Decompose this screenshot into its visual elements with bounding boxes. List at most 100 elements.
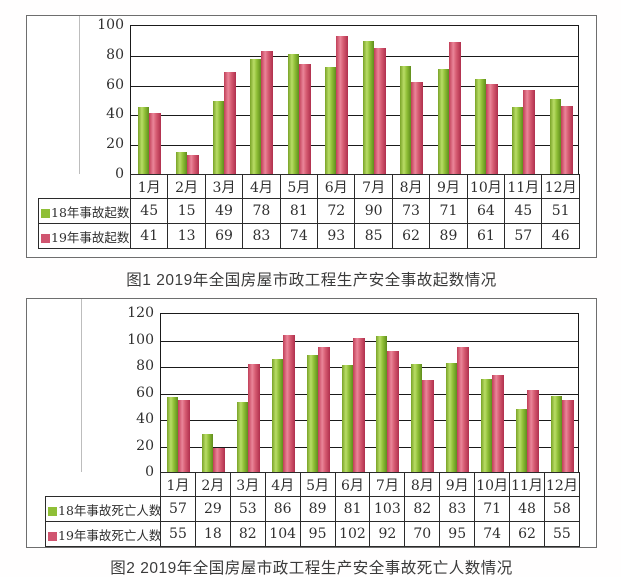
month-header-cell: 10月 [466,174,506,199]
bar-2019 [336,36,349,174]
month-header-cell: 3月 [204,174,244,199]
accident-count-figure: 0 20 40 60 80 100 1月 2月 3月 4月 5月 6月 7月 8月 9月 10月 11月 12月 1… [26,15,597,289]
month-header-cell: 6月 [334,472,371,497]
value-cell: 81 [279,198,319,224]
accident-count-chart: 0 20 40 60 80 100 1月 2月 3月 4月 5月 6月 7月 8月 9月 10月 11月 12月 1… [26,15,597,258]
value-cell: 104 [264,521,301,547]
bar-2018 [213,101,225,174]
month-bar-group [430,26,467,174]
bar-2019 [261,51,274,174]
value-cell: 62 [391,223,431,249]
month-header-cell: 4月 [264,472,301,497]
month-header-cell: 11月 [504,174,543,199]
value-cell: 92 [369,521,406,547]
data-table: 1月 2月 3月 4月 5月 6月 7月 8月 9月 10月 11月 12月 18年事故死亡人数 57 29… [45,472,580,547]
month-bar-group [161,314,196,472]
bar-2018 [551,395,563,472]
table-corner-cell [46,473,161,497]
value-cell: 55 [543,521,580,547]
bar-2019 [352,337,365,472]
series-row: 18年事故死亡人数 57 29 53 86 89 81 103 82 83 71 48 58 [45,496,580,522]
series-name-label: 18年事故起数 [51,204,130,220]
legend-swatch [48,506,57,516]
month-header-cell: 5月 [279,174,319,199]
month-header-cell: 12月 [543,472,580,497]
value-cell: 102 [334,521,371,547]
bar-2018 [250,58,262,174]
month-header-row: 1月 2月 3月 4月 5月 6月 7月 8月 9月 10月 11月 12月 [46,472,580,497]
bar-2018 [516,408,528,472]
month-header-cell: 9月 [429,174,468,199]
value-cell: 13 [167,223,206,249]
gridline [131,55,578,57]
bar-2018 [175,151,187,174]
month-bar-group [371,314,406,472]
value-cell: 49 [204,198,244,224]
month-bar-group [440,314,475,472]
value-cell: 18 [194,521,231,547]
death-toll-figure: 0 20 40 60 80 100 120 1月 2月 3月 4月 5月 6月 7月 8月 9月 10月 11月 1… [26,298,597,577]
value-cell: 61 [466,223,506,249]
bar-2019 [485,83,498,174]
bar-2018 [341,365,353,472]
month-bar-group [318,26,355,174]
bar-2019 [448,42,461,174]
value-cell: 95 [299,521,336,547]
value-cell: 78 [242,198,281,224]
value-cell: 51 [541,198,580,224]
month-header-cell: 4月 [242,174,281,199]
bar-2019 [247,364,260,472]
bar-2018 [474,79,486,174]
bar-2019 [560,105,573,174]
series-row: 19年事故死亡人数 55 18 82 104 95 102 92 70 95 74 62 55 [45,521,580,547]
value-cell: 81 [334,496,371,522]
figure2-caption: 图2 2019年全国房屋市政工程生产安全事故死亡人数情况 [110,560,513,577]
value-cell: 85 [354,223,393,249]
y-axis-tick-label: 40 [106,106,124,123]
value-cell: 82 [404,496,441,522]
month-header-cell: 2月 [194,472,231,497]
series-row: 18年事故起数 45 15 49 78 81 72 90 73 71 64 45 51 [38,198,580,224]
month-bar-group [510,314,545,472]
value-cell: 82 [229,521,266,547]
series-name-label: 18年事故死亡人数 [58,502,161,518]
month-header-cell: 3月 [229,472,266,497]
month-bar-group [393,26,430,174]
bar-2018 [271,358,283,472]
value-cell: 57 [160,496,196,522]
bar-2019 [149,113,162,174]
bar-2019 [212,448,225,472]
month-bar-group [543,26,580,174]
legend-swatch [48,531,57,541]
value-cell: 83 [439,496,476,522]
bar-2019 [457,346,470,472]
value-cell: 58 [543,496,580,522]
bar-2018 [236,402,248,472]
month-header-cell: 11月 [509,472,545,497]
month-bar-group [131,26,168,174]
bar-2019 [523,89,536,174]
bar-2019 [317,346,330,472]
value-cell: 62 [509,521,545,547]
month-header-cell: 8月 [391,174,431,199]
bar-2018 [400,65,412,174]
month-bar-group [336,314,371,472]
value-cell: 71 [429,198,468,224]
bar-2018 [446,362,458,472]
bar-2019 [186,154,199,174]
y-axis-tick-label: 0 [115,166,124,182]
legend-swatch [41,208,50,218]
y-axis-tick-label: 60 [106,76,124,93]
value-cell: 86 [264,496,301,522]
value-cell: 83 [242,223,281,249]
y-axis-tick-label: 80 [136,358,154,374]
table-corner-cell [39,175,131,199]
bar-2019 [298,64,311,174]
month-bar-group [301,314,336,472]
y-axis-tick-label: 60 [136,384,154,401]
month-header-row: 1月 2月 3月 4月 5月 6月 7月 8月 9月 10月 11月 12月 [39,174,580,199]
gridline [161,340,578,342]
month-bar-group [475,314,510,472]
y-axis-tick-label: 20 [136,437,154,454]
